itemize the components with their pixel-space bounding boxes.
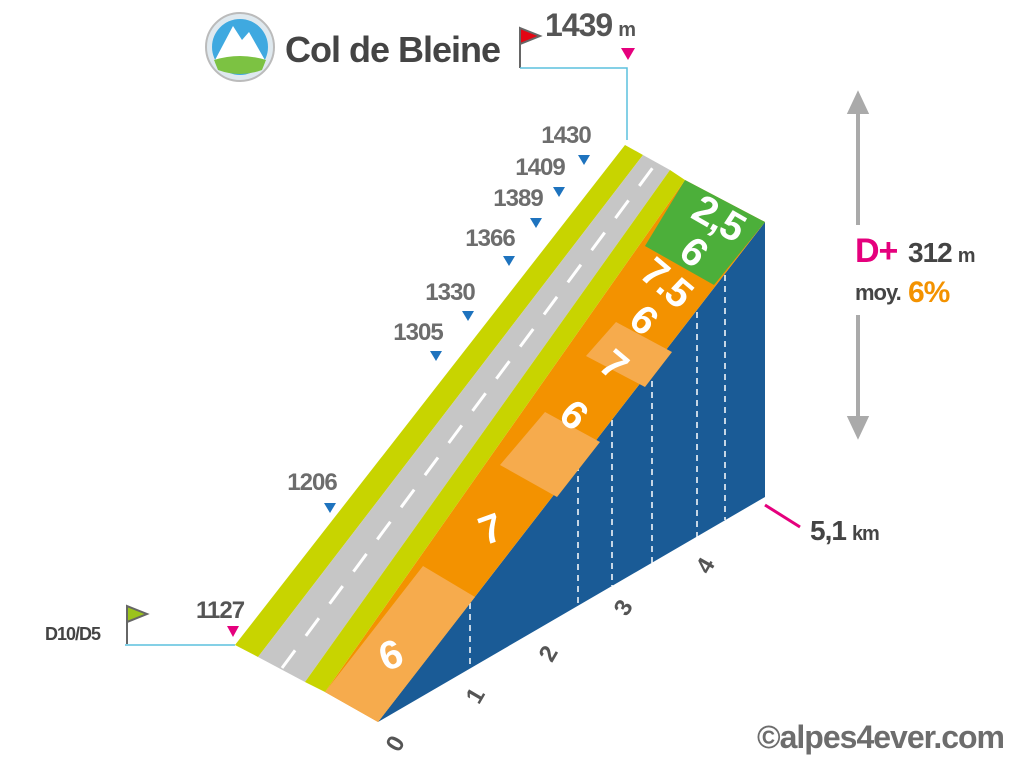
average-label: moy. — [855, 280, 901, 305]
altitude-label: 1305 — [393, 319, 443, 346]
road — [258, 155, 670, 682]
km-label: 4 — [691, 553, 721, 579]
elevation-gain: 312 m — [908, 237, 975, 268]
summit-leader — [520, 67, 628, 140]
elevation-gain-label: D+ — [855, 232, 898, 270]
summit-marker — [621, 48, 635, 60]
start-altitude: 1127 — [196, 597, 245, 624]
logo — [205, 12, 275, 82]
gradient-segment — [325, 566, 475, 722]
start-flag — [126, 604, 150, 644]
distance-leader — [764, 503, 801, 529]
altitude-marker — [462, 311, 474, 321]
road-edge — [235, 145, 643, 657]
altitude-marker — [553, 187, 565, 197]
km-label: 3 — [609, 596, 639, 621]
distance: 5,1 km — [810, 515, 879, 546]
altitude-label: 1330 — [425, 279, 475, 306]
altitude-label: 1366 — [465, 225, 515, 252]
start-road: D10/D5 — [45, 624, 101, 644]
altitude-marker — [578, 155, 590, 165]
altitude-label: 1409 — [515, 154, 565, 181]
title: Col de Bleine — [285, 29, 500, 70]
credit: ©alpes4ever.com — [757, 719, 1004, 755]
summit-altitude: 1439 m — [545, 7, 635, 43]
altitude-label: 1430 — [541, 122, 591, 149]
road-centerline — [280, 161, 659, 669]
gradient-segment — [645, 180, 765, 285]
altitude-marker — [430, 351, 442, 361]
altitude-marker — [324, 503, 336, 513]
altitude-label: 1206 — [287, 469, 337, 496]
altitude-marks: 1206 1305 1330 1366 1389 1409 1430 — [287, 122, 592, 513]
summit-flag — [519, 26, 543, 68]
altitude-label: 1389 — [493, 185, 543, 212]
km-guides — [469, 275, 726, 668]
gradient-segment — [586, 322, 672, 387]
height-arrow — [846, 90, 870, 440]
km-label: 1 — [461, 684, 491, 709]
road-edge — [305, 170, 685, 692]
average-value: 6% — [908, 276, 950, 309]
start-marker — [227, 626, 239, 637]
km-label: 0 — [381, 732, 411, 757]
altitude-marker — [530, 218, 542, 228]
altitude-marker — [503, 256, 515, 266]
km-label: 2 — [534, 642, 564, 667]
gradient-segment — [500, 412, 600, 497]
